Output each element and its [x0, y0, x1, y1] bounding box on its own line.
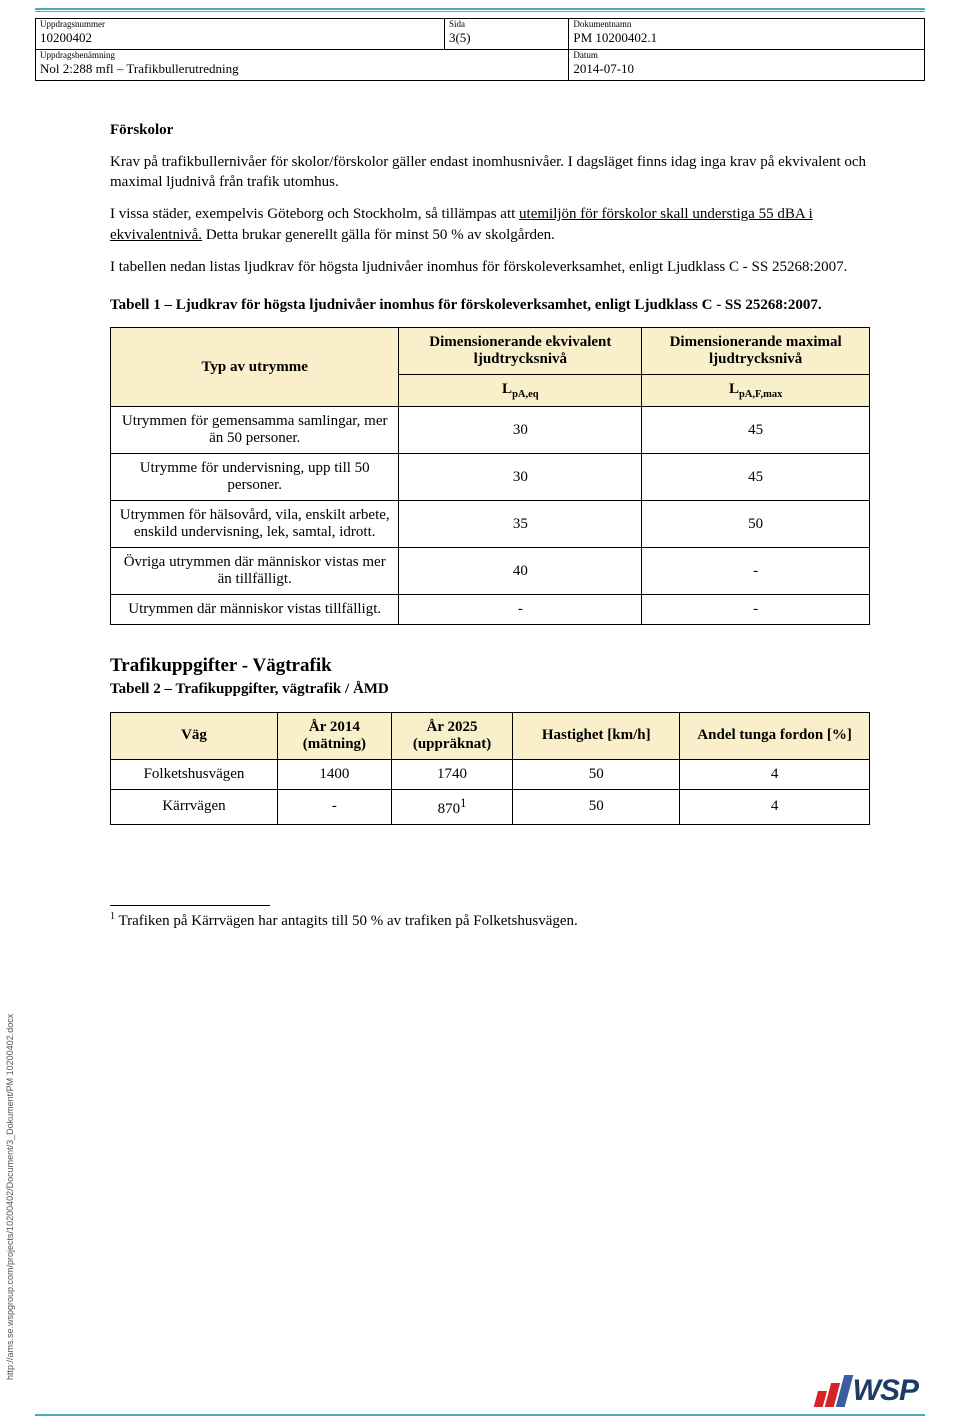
t1-cell: Utrymme för undervisning, upp till 50 pe… [111, 454, 399, 501]
t1-row: Utrymme för undervisning, upp till 50 pe… [111, 454, 870, 501]
t2-row: Folketshusvägen 1400 1740 50 4 [111, 759, 870, 789]
t2-cell: 1400 [277, 759, 391, 789]
table1: Typ av utrymme Dimensionerande ekvivalen… [110, 327, 870, 625]
header-row-1: Uppdragsnummer 10200402 Sida 3(5) Dokume… [36, 19, 925, 50]
t1-cell: 35 [399, 501, 642, 548]
t2-cell: 50 [513, 789, 680, 824]
top-border [35, 8, 925, 12]
t2-cell: 1740 [391, 759, 512, 789]
t1-row: Utrymmen där människor vistas tillfällig… [111, 595, 870, 625]
forskolor-p2-tail: Detta brukar generellt gälla för minst 5… [202, 227, 555, 243]
t1-cell: Utrymmen där människor vistas tillfällig… [111, 595, 399, 625]
footnote-text: Trafiken på Kärrvägen har antagits till … [115, 913, 578, 929]
hdr-uppdragsnummer-label: Uppdragsnummer [40, 20, 440, 30]
t1-row: Utrymmen för gemensamma samlingar, mer ä… [111, 407, 870, 454]
t2-cell: 4 [680, 789, 870, 824]
sidebar-path: http://ams.se.wspgroup.com/projects/1020… [5, 1014, 15, 1380]
t1-h-col3b-sub: pA,F,max [739, 389, 782, 400]
hdr-uppdragsbenamning-value: Nol 2:288 mfl – Trafikbullerutredning [40, 61, 564, 78]
t1-cell: - [399, 595, 642, 625]
table1-header-row: Typ av utrymme Dimensionerande ekvivalen… [111, 328, 870, 375]
t2-cell: 8701 [391, 789, 512, 824]
t1-cell: 45 [642, 454, 870, 501]
header-row-2: Uppdragsbenämning Nol 2:288 mfl – Trafik… [36, 49, 925, 80]
t2-h-c1: Väg [111, 712, 278, 759]
t1-cell: 45 [642, 407, 870, 454]
t1-h-col3b: LpA,F,max [642, 375, 870, 407]
t1-cell: 30 [399, 407, 642, 454]
hdr-datum-label: Datum [573, 51, 920, 61]
forskolor-para-1: Krav på trafikbullernivåer för skolor/fö… [110, 152, 870, 193]
t2-cell: Folketshusvägen [111, 759, 278, 789]
t1-cell: 50 [642, 501, 870, 548]
header-table: Uppdragsnummer 10200402 Sida 3(5) Dokume… [35, 18, 925, 81]
hdr-uppdragsnummer-value: 10200402 [40, 30, 440, 47]
t2-h-c4: Hastighet [km/h] [513, 712, 680, 759]
t1-cell: - [642, 595, 870, 625]
table2: Väg År 2014 (mätning) År 2025 (uppräknat… [110, 712, 870, 825]
t1-h-col2b: LpA,eq [399, 375, 642, 407]
hdr-datum-value: 2014-07-10 [573, 61, 920, 78]
forskolor-title: Förskolor [110, 120, 870, 140]
t2-cell: - [277, 789, 391, 824]
t1-cell: Utrymmen för hälsovård, vila, enskilt ar… [111, 501, 399, 548]
forskolor-para-3: I tabellen nedan listas ljudkrav för hög… [110, 257, 870, 277]
t2-cell: 4 [680, 759, 870, 789]
hdr-uppdragsbenamning-label: Uppdragsbenämning [40, 51, 564, 61]
t1-h-col2a: Dimensionerande ekvivalent ljudtrycksniv… [399, 328, 642, 375]
t2-header-row: Väg År 2014 (mätning) År 2025 (uppräknat… [111, 712, 870, 759]
t2-cell-sup: 1 [460, 796, 466, 810]
t2-h-c5: Andel tunga fordon [%] [680, 712, 870, 759]
wsp-logo: WSP [818, 1374, 918, 1408]
t2-h-c3: År 2025 (uppräknat) [391, 712, 512, 759]
t2-row: Kärrvägen - 8701 50 4 [111, 789, 870, 824]
t2-h-c2: År 2014 (mätning) [277, 712, 391, 759]
hdr-sida-label: Sida [449, 20, 564, 30]
footnote-rule [110, 905, 270, 906]
t1-row: Utrymmen för hälsovård, vila, enskilt ar… [111, 501, 870, 548]
logo-text: WSP [853, 1374, 918, 1408]
hdr-dokumentnamn-value: PM 10200402.1 [573, 30, 920, 47]
footnote: 1 Trafiken på Kärrvägen har antagits til… [110, 910, 870, 931]
forskolor-p2-lead: I vissa städer, exempelvis Göteborg och … [110, 206, 519, 222]
t1-h-col3a: Dimensionerande maximal ljudtrycksnivå [642, 328, 870, 375]
bottom-border [35, 1414, 925, 1416]
t1-row: Övriga utrymmen där människor vistas mer… [111, 548, 870, 595]
page-content: Förskolor Krav på trafikbullernivåer för… [0, 81, 960, 931]
t1-h-col3b-pre: L [729, 381, 739, 397]
table2-caption: Tabell 2 – Trafikuppgifter, vägtrafik / … [110, 679, 870, 699]
logo-bars-icon [813, 1375, 853, 1407]
forskolor-para-2: I vissa städer, exempelvis Göteborg och … [110, 204, 870, 245]
t1-cell: - [642, 548, 870, 595]
hdr-dokumentnamn-label: Dokumentnamn [573, 20, 920, 30]
t1-cell: Övriga utrymmen där människor vistas mer… [111, 548, 399, 595]
t2-cell: 50 [513, 759, 680, 789]
traffic-heading: Trafikuppgifter - Vägtrafik [110, 655, 870, 677]
t1-h-col1: Typ av utrymme [111, 328, 399, 407]
t1-cell: 40 [399, 548, 642, 595]
t1-cell: 30 [399, 454, 642, 501]
table1-caption: Tabell 1 – Ljudkrav för högsta ljudnivåe… [110, 295, 870, 315]
t1-h-col2b-sub: pA,eq [512, 389, 539, 400]
hdr-sida-value: 3(5) [449, 30, 564, 47]
t1-cell: Utrymmen för gemensamma samlingar, mer ä… [111, 407, 399, 454]
t2-cell: Kärrvägen [111, 789, 278, 824]
t1-h-col2b-pre: L [502, 381, 512, 397]
t2-cell-val: 870 [438, 801, 461, 817]
